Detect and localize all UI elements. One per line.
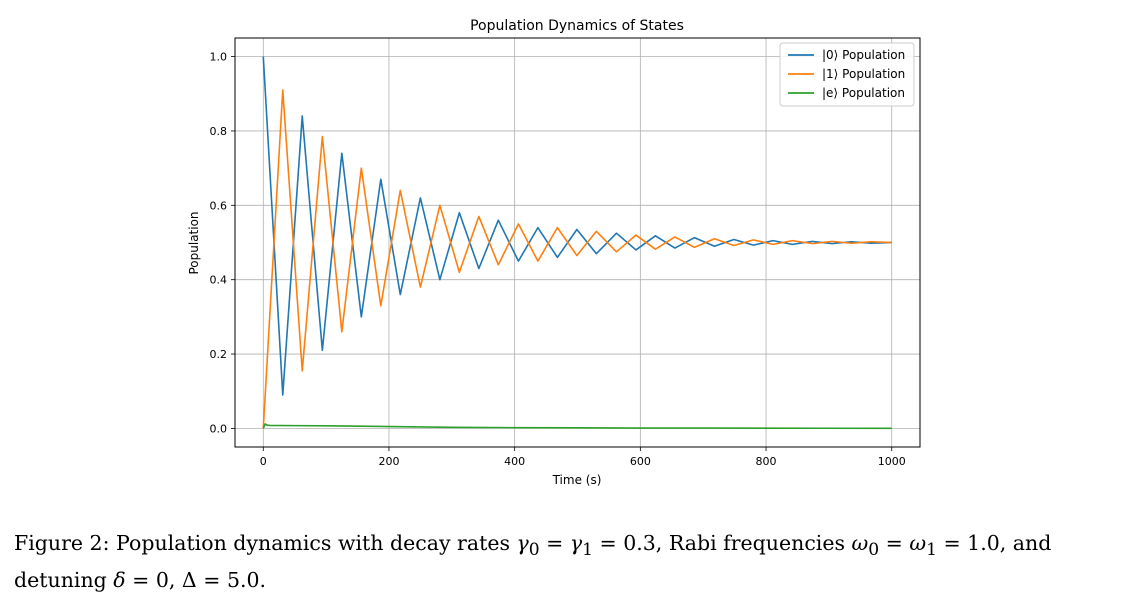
caption-delta: δ	[113, 568, 126, 593]
y-tick-label: 0.0	[210, 422, 228, 435]
caption-omega0: ω	[851, 531, 869, 555]
caption-eq2: =	[879, 531, 910, 555]
x-axis-ticks: 0 200 400 600 800 1000	[260, 447, 906, 468]
legend-label: |1⟩ Population	[822, 67, 905, 81]
x-tick-label: 600	[630, 455, 651, 468]
caption-text-1: Population dynamics with decay rates	[109, 531, 517, 555]
series-line-0	[262, 56, 892, 396]
caption-sub3: 1	[926, 540, 937, 561]
x-tick-label: 0	[260, 455, 267, 468]
legend-box	[779, 42, 915, 107]
caption-sub1: 1	[582, 540, 593, 561]
caption-gamma1: γ	[569, 531, 583, 555]
series-line-1	[262, 89, 892, 429]
caption-sub2: 0	[868, 540, 880, 561]
x-tick-label: 800	[756, 455, 777, 468]
figure-caption: Figure 2: Population dynamics with decay…	[14, 528, 1124, 595]
caption-gamma0: γ	[516, 531, 529, 555]
caption-val3: = 0, Δ = 5.0.	[125, 568, 267, 593]
chart-title: Population Dynamics of States	[470, 18, 684, 34]
caption-omega1: ω	[909, 531, 927, 555]
y-tick-label: 1.0	[210, 51, 228, 64]
caption-text-2: detuning	[14, 568, 114, 593]
y-axis-label: Population	[187, 211, 201, 274]
population-dynamics-chart: 0 200 400 600 800 1000 0.0 0.2 0.4 0.6 0.8 1.0 Pop…	[187, 18, 921, 487]
series-line-2	[262, 423, 892, 430]
y-tick-label: 0.6	[210, 199, 228, 212]
y-tick-label: 0.2	[210, 348, 228, 361]
legend: |0⟩ Population |1⟩ Population |e⟩ Populati…	[779, 42, 915, 107]
x-tick-label: 400	[504, 455, 525, 468]
y-tick-label: 0.8	[210, 125, 228, 138]
caption-label: Figure 2:	[14, 531, 110, 555]
legend-label: |0⟩ Population	[822, 48, 905, 62]
x-tick-label: 200	[378, 455, 399, 468]
caption-eq1: =	[539, 531, 570, 555]
plot-area-frame	[234, 37, 921, 448]
x-axis-label: Time (s)	[552, 473, 602, 487]
caption-val2: = 1.0, and	[936, 531, 1052, 555]
y-axis-ticks: 0.0 0.2 0.4 0.6 0.8 1.0	[210, 51, 235, 435]
x-tick-label: 1000	[878, 455, 906, 468]
series-layer	[262, 56, 892, 430]
y-tick-label: 0.4	[210, 274, 228, 287]
legend-label: |e⟩ Population	[822, 86, 905, 100]
caption-sub0: 0	[528, 540, 540, 561]
caption-val1: = 0.3, Rabi frequencies	[592, 531, 852, 555]
